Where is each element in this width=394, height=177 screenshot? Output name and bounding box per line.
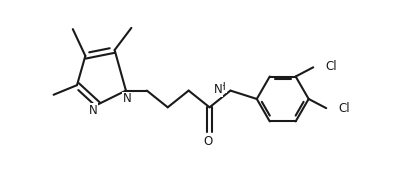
Text: O: O xyxy=(204,135,213,148)
Text: Cl: Cl xyxy=(325,60,336,73)
Text: N: N xyxy=(214,83,222,96)
Text: Cl: Cl xyxy=(338,102,349,115)
Text: N: N xyxy=(89,104,97,117)
Text: H: H xyxy=(218,82,226,92)
Text: N: N xyxy=(123,92,132,105)
